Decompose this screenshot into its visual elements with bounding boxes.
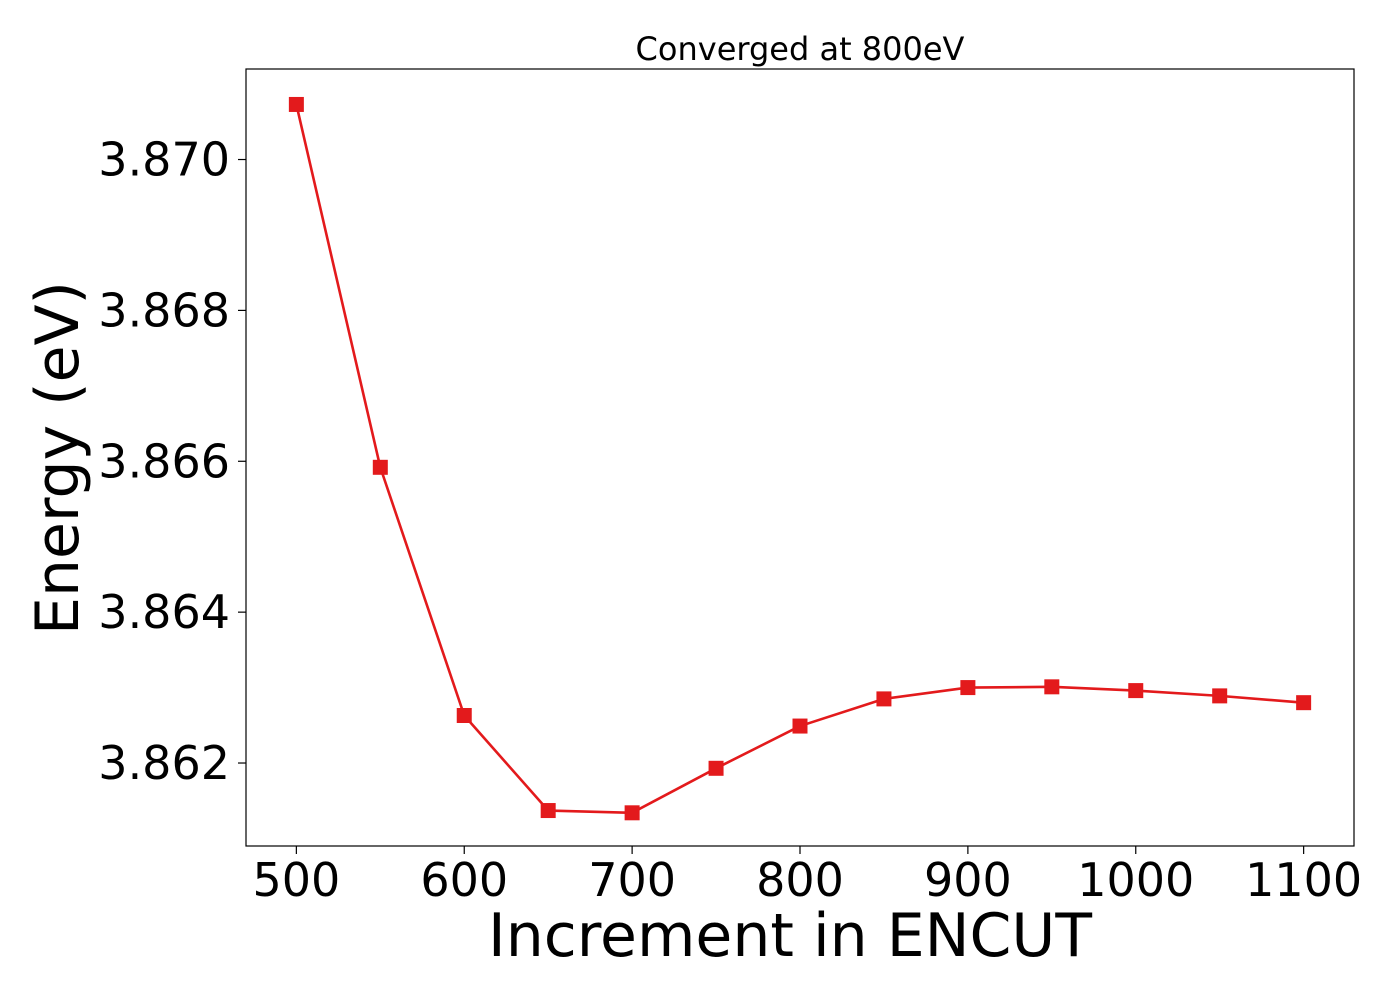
data-point-marker bbox=[1044, 679, 1060, 695]
chart-title: Converged at 800eV bbox=[636, 30, 965, 68]
data-point-marker bbox=[372, 459, 388, 475]
x-tick-label: 600 bbox=[420, 853, 508, 907]
y-tick-label: 3.864 bbox=[98, 585, 230, 639]
x-tick-label: 900 bbox=[924, 853, 1012, 907]
plot-area bbox=[288, 96, 1312, 821]
data-point-marker bbox=[708, 760, 724, 776]
y-axis-label: Energy (eV) bbox=[23, 281, 93, 635]
x-tick-label: 500 bbox=[252, 853, 340, 907]
y-tick-label: 3.866 bbox=[98, 434, 230, 488]
data-point-marker bbox=[792, 718, 808, 734]
data-point-marker bbox=[1212, 688, 1228, 704]
series-line bbox=[295, 104, 1304, 815]
data-point-marker bbox=[456, 707, 472, 723]
data-point-marker bbox=[876, 691, 892, 707]
y-tick-label: 3.862 bbox=[98, 736, 230, 790]
x-axis: 500 600 700 800 900 1000 1100 bbox=[252, 846, 1362, 907]
data-point-marker bbox=[960, 680, 976, 696]
y-tick-label: 3.870 bbox=[98, 133, 230, 187]
x-tick-label: 800 bbox=[756, 853, 844, 907]
x-tick-label: 700 bbox=[588, 853, 676, 907]
data-point-marker bbox=[540, 803, 556, 819]
data-point-marker bbox=[1296, 695, 1312, 711]
x-axis-label: Increment in ENCUT bbox=[488, 901, 1092, 971]
y-axis: 3.862 3.864 3.866 3.868 3.870 bbox=[98, 133, 246, 790]
data-point-marker bbox=[1128, 683, 1144, 699]
x-tick-label: 1100 bbox=[1245, 853, 1362, 907]
x-tick-label: 1000 bbox=[1077, 853, 1194, 907]
y-tick-label: 3.868 bbox=[98, 283, 230, 337]
data-point-marker bbox=[624, 805, 640, 821]
data-point-marker bbox=[288, 96, 304, 112]
